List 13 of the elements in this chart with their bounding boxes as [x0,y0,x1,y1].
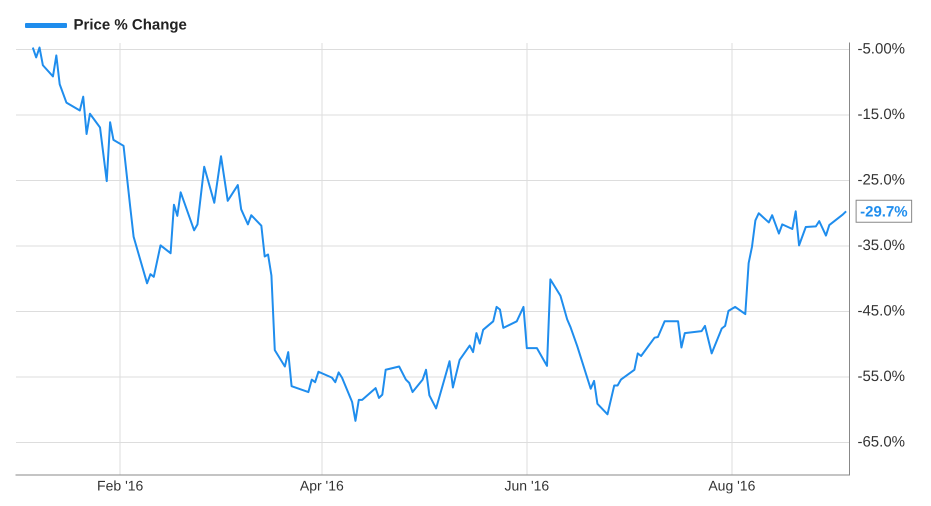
legend-label: Price % Change [74,16,187,34]
y-tick-label: -15.0% [857,106,906,124]
y-tick-label: -25.0% [857,172,906,189]
x-tick-label: Aug '16 [708,477,756,494]
x-tick-label: Apr '16 [300,477,344,494]
y-tick-label: -45.0% [857,302,906,320]
y-tick-label: -65.0% [857,434,906,451]
x-tick-label: Feb '16 [97,477,144,494]
x-tick-label: Jun '16 [504,477,550,494]
y-tick-label: -55.0% [857,368,906,386]
y-tick-label: -5.00% [857,40,906,58]
annotation: -29.7% [860,203,908,220]
y-tick-label: -35.0% [857,237,906,254]
